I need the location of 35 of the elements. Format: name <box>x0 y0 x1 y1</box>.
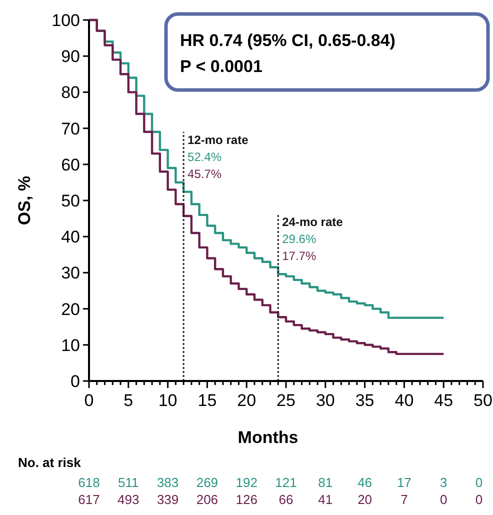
ref-line-label: 12-mo rate <box>188 132 249 147</box>
text: No. at risk <box>18 455 82 470</box>
y-tick-label: 80 <box>61 83 80 102</box>
x-tick-label: 10 <box>158 391 178 410</box>
y-axis-title: OS, % <box>15 176 34 226</box>
x-tick-label: 0 <box>84 391 94 410</box>
x-tick-label: 40 <box>394 391 414 410</box>
annotation: HR 0.74 (95% CI, 0.65-0.84) <box>180 31 396 50</box>
y-tick-label: 60 <box>61 155 80 174</box>
x-tick-label: 15 <box>198 391 217 410</box>
text: 618 511 383 269 192 121 81 46 17 3 0 <box>78 475 483 490</box>
y-tick-label: 30 <box>61 264 80 283</box>
x-tick-label: 5 <box>124 391 134 410</box>
y-tick-label: 100 <box>52 11 80 30</box>
ref-line-label: 24-mo rate <box>282 215 344 230</box>
x-tick-label: 50 <box>474 391 492 410</box>
annotation: P < 0.0001 <box>180 57 262 76</box>
y-tick-label: 10 <box>61 336 80 355</box>
x-axis-title: Months <box>238 428 298 447</box>
y-tick-label: 20 <box>61 300 80 319</box>
y-tick-label: 90 <box>61 47 80 66</box>
annotation: 52.4% <box>188 150 222 164</box>
y-tick-label: 40 <box>61 228 80 247</box>
text: 617 493 339 206 126 66 41 20 7 0 0 <box>78 492 483 507</box>
y-tick-label: 70 <box>61 119 80 138</box>
annotation: 45.7% <box>188 166 222 181</box>
annotation: 17.7% <box>282 249 316 264</box>
x-tick-label: 20 <box>237 391 256 410</box>
x-tick-label: 45 <box>434 391 454 410</box>
y-tick-label: 0 <box>70 372 80 391</box>
y-tick-label: 50 <box>61 192 80 210</box>
x-tick-label: 35 <box>355 391 374 410</box>
x-tick-label: 25 <box>276 391 296 410</box>
x-tick-label: 30 <box>316 391 335 410</box>
annotation: 29.6% <box>282 232 316 246</box>
